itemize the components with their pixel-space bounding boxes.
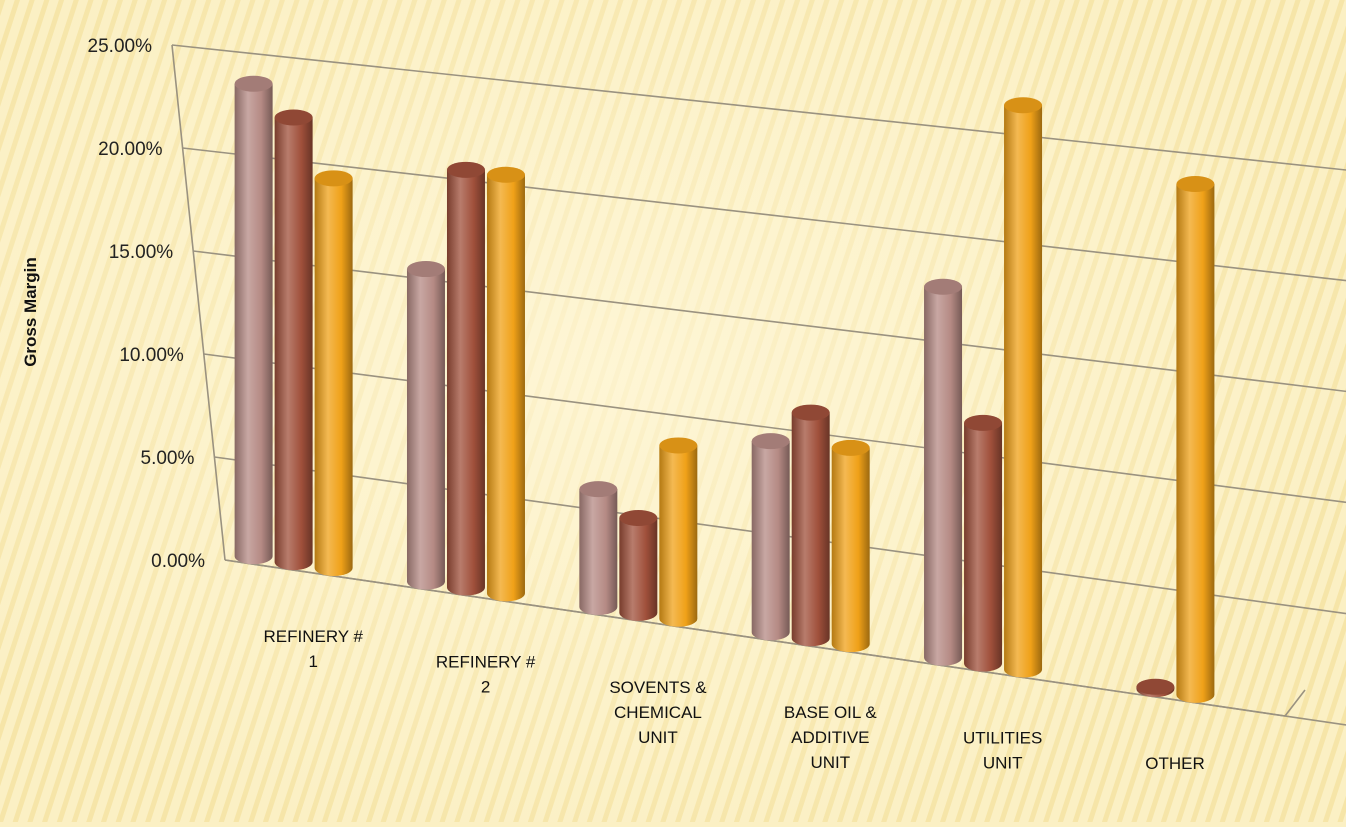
bar xyxy=(831,439,870,653)
bar xyxy=(486,166,525,602)
gridline xyxy=(182,147,1346,282)
y-axis-label: Gross Margin xyxy=(21,257,40,367)
bar xyxy=(579,481,618,615)
y-tick-label: 25.00% xyxy=(88,36,153,57)
y-tick-label: 5.00% xyxy=(141,448,195,469)
bar xyxy=(446,161,485,596)
bar xyxy=(619,509,658,621)
y-tick-label: 20.00% xyxy=(98,139,163,160)
axis-line xyxy=(171,44,226,561)
category-label: UTILITIES UNIT xyxy=(963,729,1042,773)
bar xyxy=(659,437,698,627)
y-ticks: 0.00% 5.00% 10.00% 15.00% 20.00% 25.00% xyxy=(88,36,206,572)
category-labels: REFINERY #1 REFINERY #2 SOVENTS & CHEMICAL U… xyxy=(263,627,1204,773)
y-tick-label: 0.00% xyxy=(151,551,205,572)
y-tick-label: 10.00% xyxy=(119,345,184,366)
category-label: SOVENTS & CHEMICAL UNIT xyxy=(609,678,707,747)
bar xyxy=(314,170,353,576)
bar xyxy=(406,261,445,590)
bar xyxy=(1136,678,1175,697)
axis-line xyxy=(1284,689,1306,717)
bar xyxy=(924,278,963,666)
bar xyxy=(964,414,1003,672)
bar xyxy=(274,109,313,571)
bar xyxy=(791,404,830,647)
gridline xyxy=(193,250,1346,393)
category-label: OTHER xyxy=(1145,754,1205,773)
y-tick-label: 15.00% xyxy=(109,242,174,263)
axis-line xyxy=(224,559,1286,717)
bars xyxy=(234,75,1215,703)
category-label: BASE OIL & ADDITIVE UNIT xyxy=(784,703,878,772)
bar xyxy=(1004,97,1043,678)
category-label: REFINERY #1 xyxy=(263,627,363,671)
category-label: REFINERY #2 xyxy=(436,652,536,696)
bar xyxy=(751,433,790,641)
gridline xyxy=(171,44,1346,171)
bar xyxy=(234,75,273,565)
bar xyxy=(1176,176,1215,703)
